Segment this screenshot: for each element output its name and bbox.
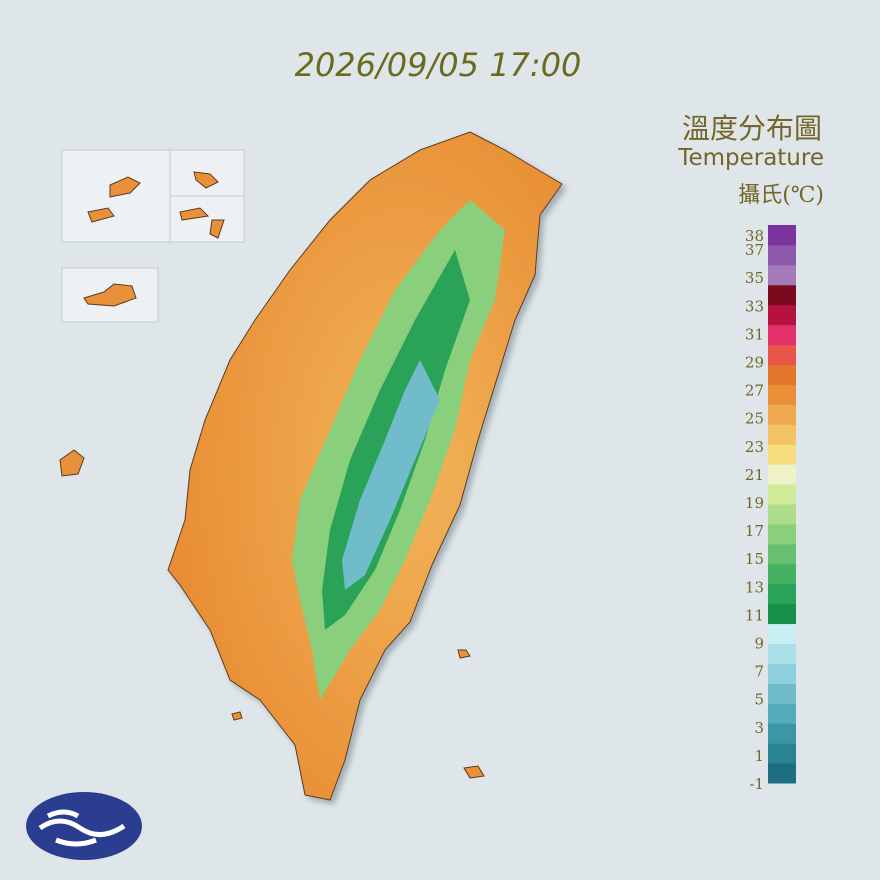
legend-tick-label: 21 xyxy=(745,466,764,484)
legend-swatch xyxy=(768,344,796,365)
legend-tick-label: 23 xyxy=(745,438,764,456)
legend-tick-label: 15 xyxy=(745,550,764,568)
legend-swatch xyxy=(768,404,796,425)
legend-swatch xyxy=(768,364,796,385)
logo xyxy=(26,792,142,860)
legend-swatch xyxy=(768,225,796,246)
legend-title: 溫度分布圖 xyxy=(682,112,822,145)
legend-tick-label: 37 xyxy=(745,241,764,259)
legend-swatch xyxy=(768,723,796,744)
legend-swatch xyxy=(768,504,796,525)
legend-swatch xyxy=(768,603,796,625)
legend-tick-label: 9 xyxy=(754,634,764,652)
legend-tick-label: -1 xyxy=(749,775,764,793)
legend-swatch xyxy=(768,643,796,664)
legend-swatch xyxy=(768,703,796,724)
legend-tick-label: 29 xyxy=(745,353,764,371)
legend-swatch xyxy=(768,563,796,585)
legend-swatch xyxy=(768,543,796,565)
legend-swatch xyxy=(768,484,796,505)
legend-tick-label: 1 xyxy=(754,747,764,765)
legend-swatch xyxy=(768,324,796,346)
legend-tick-label: 35 xyxy=(745,269,764,287)
legend-tick-label: 7 xyxy=(754,663,764,681)
timestamp: 2026/09/05 17:00 xyxy=(295,46,582,84)
legend-tick-label: 33 xyxy=(745,297,764,315)
legend-swatch xyxy=(768,763,796,784)
logo-mark xyxy=(38,809,126,847)
legend-swatch xyxy=(768,304,796,326)
legend-swatch xyxy=(768,384,796,405)
legend-tick-label: 13 xyxy=(745,578,764,596)
legend-tick-label: 11 xyxy=(745,606,764,624)
legend-swatch xyxy=(768,523,796,545)
legend-subtitle: Temperature xyxy=(677,145,824,171)
legend-tick-label: 3 xyxy=(754,719,764,737)
legend-tick-label: 27 xyxy=(745,382,764,400)
legend-swatch xyxy=(768,743,796,764)
peak-zone xyxy=(342,360,440,590)
legend-swatch xyxy=(768,464,796,485)
legend-swatch xyxy=(768,444,796,465)
legend-swatch xyxy=(768,264,796,286)
legend-tick-label: 5 xyxy=(754,691,764,709)
legend-unit: 攝氏(℃) xyxy=(738,183,824,208)
islands xyxy=(59,171,485,779)
legend-tick-label: 31 xyxy=(745,325,764,343)
legend-swatch xyxy=(768,284,796,306)
legend-tick-label: 17 xyxy=(745,522,764,540)
legend-swatch xyxy=(768,424,796,445)
legend-swatch xyxy=(768,683,796,704)
legend-swatch xyxy=(768,623,796,644)
legend-swatch xyxy=(768,663,796,684)
legend-tick-label: 25 xyxy=(745,410,764,428)
legend-swatch xyxy=(768,583,796,605)
legend-tick-label: 38 xyxy=(745,227,764,245)
legend-swatch xyxy=(768,244,796,266)
legend-tick-label: 19 xyxy=(745,494,764,512)
